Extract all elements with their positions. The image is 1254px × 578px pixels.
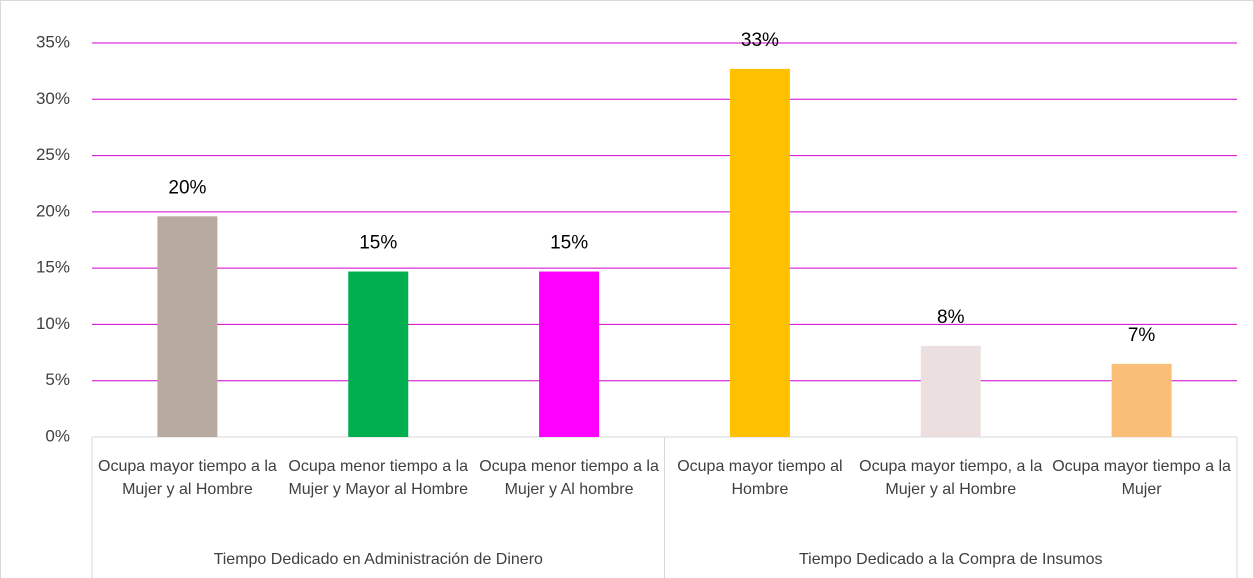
y-tick-label: 25% [36, 145, 70, 164]
bar [920, 345, 981, 437]
x-tick-label: Ocupa menor tiempo a la Mujer y Al hombr… [479, 458, 659, 498]
value-label: 15% [550, 233, 588, 254]
bar [1111, 363, 1172, 437]
y-tick-label: 0% [45, 426, 70, 445]
y-tick-label: 30% [36, 89, 70, 108]
y-tick-label: 15% [36, 258, 70, 277]
y-tick-label: 10% [36, 314, 70, 333]
bar [729, 68, 790, 438]
x-tick-label: Ocupa mayor tiempo, a la Mujer y al Homb… [859, 458, 1043, 498]
x-tick-label: Ocupa mayor tiempo al Hombre [677, 458, 843, 498]
bar [539, 271, 600, 437]
y-tick-label: 35% [36, 32, 70, 51]
group-label: Tiempo Dedicado en Administración de Din… [213, 551, 543, 568]
bar [157, 216, 218, 437]
x-tick-label: Ocupa menor tiempo a la Mujer y Mayor al… [288, 458, 469, 498]
value-label: 33% [741, 30, 779, 51]
group-label: Tiempo Dedicado a la Compra de Insumos [798, 551, 1103, 568]
x-tick-label: Ocupa mayor tiempo a la Mujer [1052, 458, 1231, 498]
y-tick-label: 20% [36, 201, 70, 220]
value-label: 7% [1128, 325, 1156, 346]
x-tick-label: Ocupa mayor tiempo a la Mujer y al Hombr… [98, 458, 277, 498]
value-label: 20% [168, 177, 206, 198]
value-label: 15% [359, 233, 397, 254]
value-label: 8% [937, 307, 965, 328]
y-tick-label: 5% [45, 370, 70, 389]
bar [348, 271, 409, 437]
